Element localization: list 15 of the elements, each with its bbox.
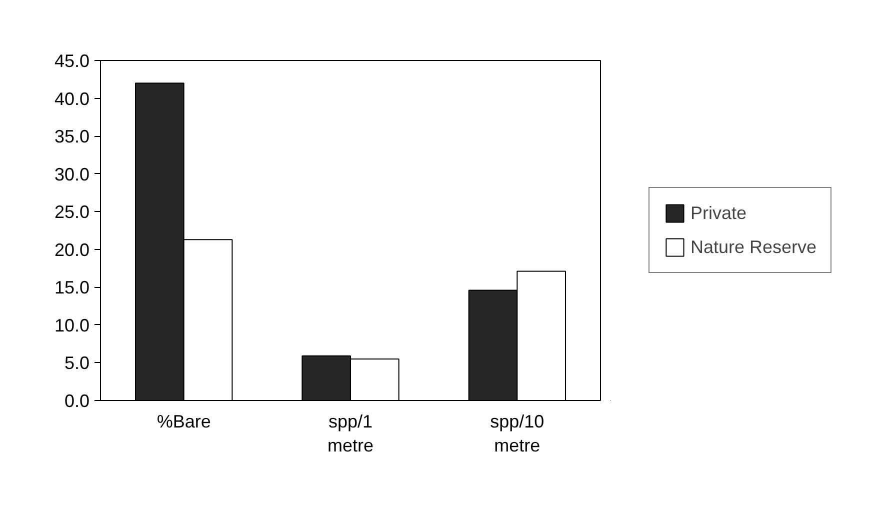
- x-tick-label: spp/10 metre: [490, 412, 544, 456]
- x-tick-label: %Bare: [156, 412, 211, 432]
- y-tick-label: 20.0: [54, 240, 90, 260]
- y-tick-label: 25.0: [54, 202, 90, 222]
- x-tick-label: spp/1 metre: [327, 412, 374, 456]
- y-tick-label: 35.0: [54, 126, 90, 147]
- y-tick-label: 40.0: [54, 88, 90, 109]
- y-tick-label: 15.0: [54, 278, 90, 298]
- y-tick-label: 45.0: [54, 51, 90, 71]
- legend-label: Nature Reserve: [690, 236, 817, 258]
- legend-label: Private: [690, 202, 746, 224]
- y-tick-label: 5.0: [64, 353, 90, 374]
- y-tick-label: 10.0: [54, 315, 90, 336]
- y-tick-label: 0.0: [64, 391, 90, 411]
- y-tick-label: 30.0: [54, 164, 90, 184]
